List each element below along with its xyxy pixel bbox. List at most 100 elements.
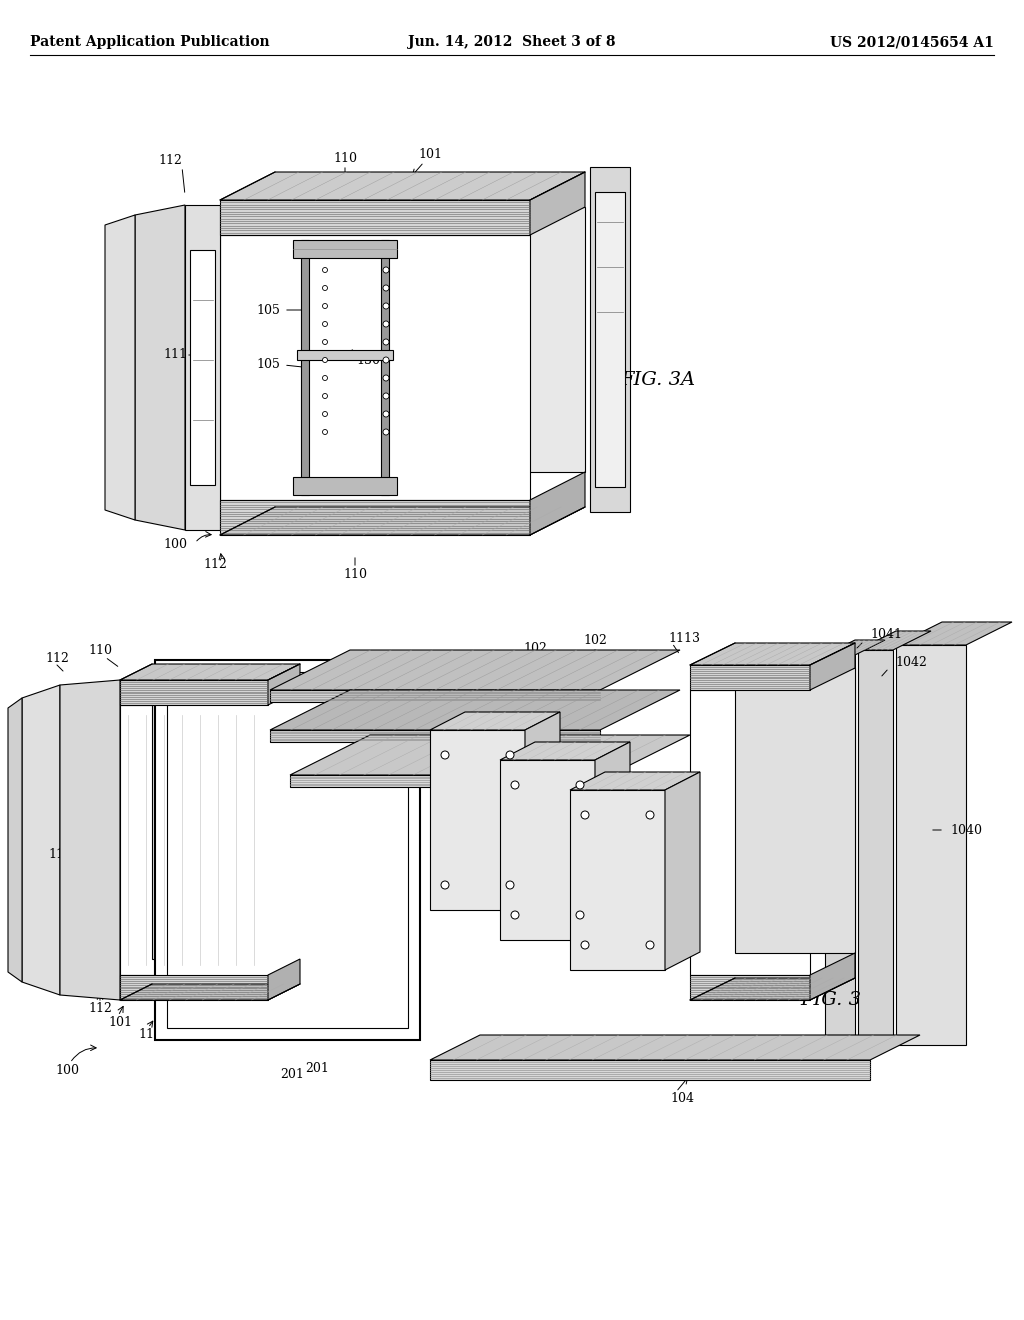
Circle shape xyxy=(323,304,328,309)
Polygon shape xyxy=(120,705,268,975)
Polygon shape xyxy=(268,960,300,1001)
Polygon shape xyxy=(858,649,893,1040)
Text: 100: 100 xyxy=(163,539,187,552)
Polygon shape xyxy=(690,643,855,665)
Circle shape xyxy=(323,285,328,290)
Polygon shape xyxy=(120,680,268,705)
Circle shape xyxy=(323,412,328,417)
Polygon shape xyxy=(120,664,300,680)
Text: 102: 102 xyxy=(583,635,607,648)
Polygon shape xyxy=(301,240,309,495)
Polygon shape xyxy=(220,201,530,235)
Polygon shape xyxy=(430,1035,920,1060)
Text: 102: 102 xyxy=(523,643,547,656)
Polygon shape xyxy=(525,711,560,909)
Polygon shape xyxy=(60,680,120,1001)
Polygon shape xyxy=(530,172,585,235)
Text: 105: 105 xyxy=(256,359,280,371)
Circle shape xyxy=(383,285,389,290)
Polygon shape xyxy=(275,207,585,473)
Circle shape xyxy=(323,375,328,380)
Circle shape xyxy=(383,375,389,381)
Text: 112: 112 xyxy=(203,558,227,572)
Circle shape xyxy=(506,751,514,759)
Text: 201: 201 xyxy=(280,1068,304,1081)
Text: FIG. 3: FIG. 3 xyxy=(800,991,861,1008)
Text: 101: 101 xyxy=(418,149,442,161)
Polygon shape xyxy=(690,690,810,975)
Text: FIG. 3A: FIG. 3A xyxy=(620,371,695,389)
Circle shape xyxy=(323,268,328,272)
Polygon shape xyxy=(590,168,630,512)
Polygon shape xyxy=(290,735,690,775)
Text: 111: 111 xyxy=(48,849,72,862)
Text: 111: 111 xyxy=(163,348,187,362)
Polygon shape xyxy=(825,640,885,655)
Text: 110: 110 xyxy=(88,644,112,657)
Polygon shape xyxy=(690,975,810,1001)
Polygon shape xyxy=(825,655,855,1035)
Polygon shape xyxy=(595,191,625,487)
Polygon shape xyxy=(220,235,530,500)
Circle shape xyxy=(511,781,519,789)
Text: 110: 110 xyxy=(138,1028,162,1041)
Polygon shape xyxy=(8,698,22,982)
Polygon shape xyxy=(500,742,630,760)
Text: 112: 112 xyxy=(158,153,182,166)
Polygon shape xyxy=(120,983,300,1001)
Polygon shape xyxy=(167,672,408,1028)
Polygon shape xyxy=(430,730,525,909)
Circle shape xyxy=(575,911,584,919)
Text: 300: 300 xyxy=(544,851,567,865)
Polygon shape xyxy=(155,660,420,1040)
Polygon shape xyxy=(690,665,810,690)
Polygon shape xyxy=(595,742,630,940)
Polygon shape xyxy=(290,775,610,787)
Polygon shape xyxy=(570,789,665,970)
Polygon shape xyxy=(570,772,700,789)
Text: 101: 101 xyxy=(108,1015,132,1028)
Text: 1041: 1041 xyxy=(870,628,902,642)
Polygon shape xyxy=(22,685,60,995)
Polygon shape xyxy=(896,645,966,1045)
Circle shape xyxy=(383,267,389,273)
Text: 100: 100 xyxy=(55,1064,79,1077)
Text: 300: 300 xyxy=(473,821,498,834)
Polygon shape xyxy=(293,240,397,257)
Polygon shape xyxy=(270,690,600,702)
Circle shape xyxy=(323,429,328,434)
Circle shape xyxy=(581,941,589,949)
Polygon shape xyxy=(430,1060,870,1080)
Text: 112: 112 xyxy=(88,1002,112,1015)
Text: 105: 105 xyxy=(256,304,280,317)
Polygon shape xyxy=(735,668,855,953)
Text: 130: 130 xyxy=(356,354,380,367)
Text: 201: 201 xyxy=(305,1061,330,1074)
Text: 104: 104 xyxy=(670,1092,694,1105)
Polygon shape xyxy=(152,689,300,960)
Text: US 2012/0145654 A1: US 2012/0145654 A1 xyxy=(830,36,994,49)
Circle shape xyxy=(575,781,584,789)
Polygon shape xyxy=(135,205,185,531)
Circle shape xyxy=(506,880,514,888)
Polygon shape xyxy=(270,730,600,742)
Text: 110: 110 xyxy=(343,569,367,582)
Text: Jun. 14, 2012  Sheet 3 of 8: Jun. 14, 2012 Sheet 3 of 8 xyxy=(409,36,615,49)
Polygon shape xyxy=(381,240,389,495)
Circle shape xyxy=(646,810,654,818)
Polygon shape xyxy=(858,631,931,649)
Circle shape xyxy=(383,429,389,436)
Circle shape xyxy=(323,322,328,326)
Polygon shape xyxy=(105,215,135,520)
Text: 112: 112 xyxy=(45,652,69,664)
Text: 200: 200 xyxy=(271,842,303,858)
Polygon shape xyxy=(220,172,585,201)
Circle shape xyxy=(323,358,328,363)
Text: 1113: 1113 xyxy=(668,631,700,644)
Circle shape xyxy=(383,411,389,417)
Text: 1042: 1042 xyxy=(895,656,927,668)
Circle shape xyxy=(511,911,519,919)
Circle shape xyxy=(323,393,328,399)
Polygon shape xyxy=(220,507,585,535)
Polygon shape xyxy=(268,664,300,705)
